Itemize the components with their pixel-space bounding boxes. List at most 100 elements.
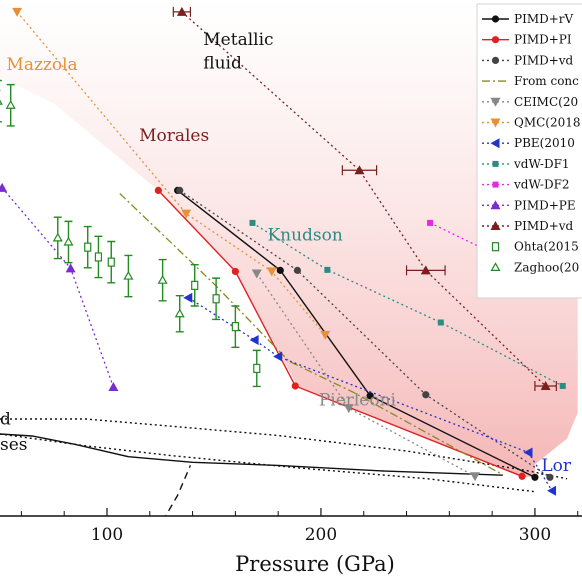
legend-label: vdW-DF1	[513, 157, 570, 171]
data-point	[251, 269, 262, 279]
legend-label: PBE(2010	[514, 136, 575, 150]
series-pimd-vd-10	[172, 6, 557, 391]
boundary-curve-3	[164, 465, 192, 516]
legend-item-from-conc-3: From conc	[482, 74, 579, 88]
data-point	[181, 209, 192, 219]
series-line-5	[16, 11, 326, 336]
legend-label: PIMD+PI	[514, 33, 572, 47]
data-point	[94, 252, 103, 262]
legend: PIMD+rV PIMD+PI PIMD+vd From conc CEIMC(20 QM…	[476, 3, 582, 299]
series-ceimc-20-4	[251, 269, 481, 482]
data-point	[212, 294, 220, 304]
legend-item-pbe-2010-6: PBE(2010	[482, 136, 575, 150]
region-label-metallic-0: Metallic	[203, 30, 273, 50]
data-point	[249, 219, 256, 226]
legend-item-ceimc-20-4: CEIMC(20	[482, 95, 578, 109]
data-point	[107, 257, 115, 267]
legend-label: vdW-DF2	[513, 178, 570, 192]
legend-marker	[490, 262, 501, 271]
legend-label: PIMD+rV	[514, 12, 574, 26]
data-point	[540, 380, 551, 390]
y-error-bar	[0, 79, 2, 123]
legend-item-pimd-rv-0: PIMD+rV	[482, 12, 574, 26]
legend-label: Zaghoo(20	[514, 260, 579, 274]
legend-marker	[490, 118, 501, 128]
region-label-ses-7: ses	[0, 435, 28, 455]
region-label-d-6: d	[0, 410, 11, 430]
data-point	[231, 267, 239, 276]
data-point	[343, 404, 354, 414]
data-point	[65, 263, 76, 273]
region-label-mazzola-2: Mazzola	[6, 55, 77, 75]
region-label-lor-8: Lor	[541, 456, 572, 476]
legend-label: PIMD+vd	[514, 53, 574, 67]
region-label-pierleoni-5: Pierleoni	[319, 391, 397, 411]
series-line-6	[187, 297, 553, 492]
legend-item-qmc-2018-5: QMC(2018	[482, 116, 581, 130]
data-point	[176, 6, 187, 16]
x-axis: 100 200 300 Pressure (GPa)	[0, 508, 582, 576]
series-ohta-2015-11	[83, 225, 261, 388]
legend-marker	[490, 97, 501, 107]
data-point	[291, 382, 299, 390]
legend-item-ohta-2015-11: Ohta(2015	[491, 240, 579, 254]
metallic-fluid-shaded-region	[0, 0, 578, 478]
legend-marker	[491, 242, 500, 252]
data-series	[0, 6, 566, 496]
data-point	[157, 274, 168, 284]
data-point	[547, 485, 557, 496]
legend-label: From conc	[514, 74, 579, 88]
region-label-morales-3: Morales	[139, 126, 209, 146]
x-tick-label-300: 300	[519, 525, 551, 545]
series-line-2	[179, 189, 551, 478]
data-point	[183, 292, 193, 303]
data-point	[324, 266, 331, 273]
series-from-conc-3	[119, 193, 504, 476]
region-label-knudson-4: Knudson	[267, 225, 342, 245]
data-point	[276, 266, 284, 274]
data-point	[191, 280, 199, 290]
legend-marker	[492, 160, 499, 167]
data-point	[422, 391, 430, 399]
legend-label: Ohta(2015	[514, 240, 579, 254]
data-point	[0, 99, 3, 105]
data-point	[266, 267, 277, 277]
region-labels: Metallic fluid Mazzola Morales Knudson Pierle…	[0, 30, 582, 476]
series-vdw-df1-7	[249, 219, 566, 389]
phase-boundary-curves	[0, 418, 568, 516]
region-label-fluid-1: fluid	[203, 54, 242, 74]
data-point	[0, 182, 8, 192]
legend-label: PIMD+PE	[514, 198, 576, 212]
series-line-1	[157, 189, 523, 477]
boundary-curve-1	[0, 418, 568, 480]
legend-marker	[491, 56, 500, 64]
data-point	[531, 473, 539, 481]
legend-marker	[490, 138, 500, 149]
legend-item-pimd-pe-9: PIMD+PE	[482, 198, 576, 212]
data-point	[231, 322, 239, 332]
series-pimd-vd-2	[176, 186, 554, 481]
data-point	[52, 232, 63, 242]
series-pimd-pi-1	[154, 186, 526, 480]
data-point	[523, 447, 533, 458]
series-line-7	[252, 222, 564, 387]
legend-item-zaghoo-20-12: Zaghoo(20	[490, 260, 579, 274]
legend-item-pimd-vd-10: PIMD+vd	[482, 219, 574, 233]
legend-item-pimd-vd-2: PIMD+vd	[482, 53, 574, 67]
legend-label: PIMD+vd	[514, 219, 574, 233]
data-point	[5, 100, 16, 109]
data-point	[176, 186, 184, 195]
data-point	[559, 382, 566, 389]
data-point	[249, 335, 259, 346]
series-line-3	[119, 193, 504, 476]
data-point	[273, 351, 283, 362]
data-point	[518, 472, 526, 480]
series-pbe-2010-6	[183, 292, 557, 496]
boundary-curve-0	[0, 433, 503, 476]
data-point	[470, 472, 481, 482]
data-point	[123, 270, 134, 280]
data-point	[437, 319, 444, 326]
legend-item-vdw-df1-7: vdW-DF1	[482, 157, 570, 171]
data-point	[253, 363, 261, 374]
